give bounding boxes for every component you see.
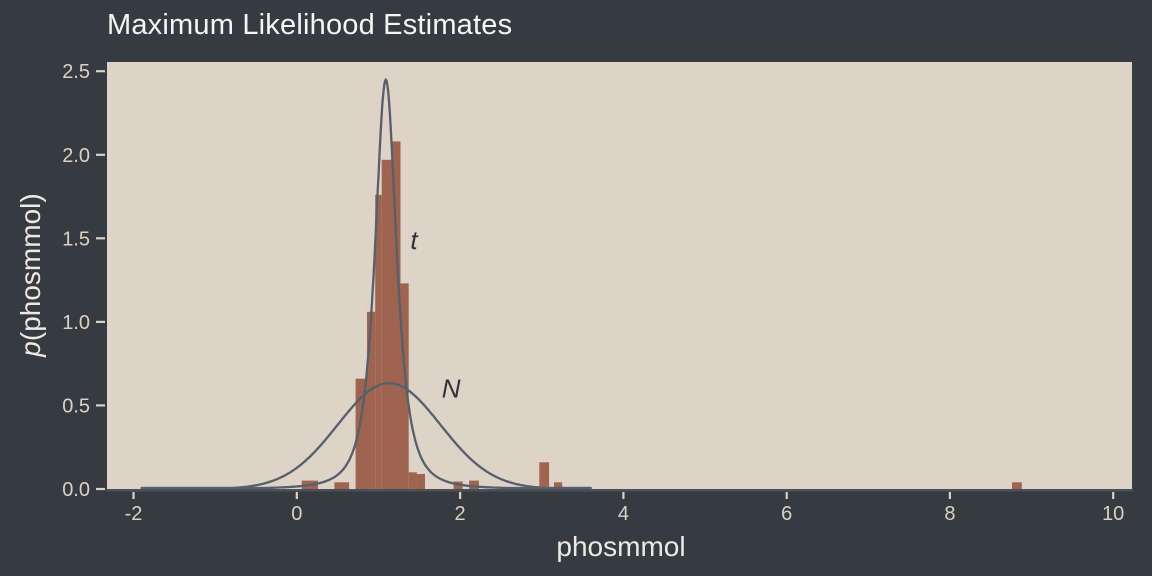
histogram-bar: [367, 311, 376, 489]
y-tick-label: 2.0: [62, 145, 90, 167]
histogram-bar: [539, 462, 550, 489]
x-tick-label: -2: [125, 503, 143, 525]
y-axis-label: p(phosmmol): [15, 193, 47, 356]
y-tick-label: 2.5: [62, 61, 90, 83]
plot-panel: [107, 62, 1132, 489]
histogram-bar: [408, 472, 417, 489]
histogram-bar: [391, 141, 401, 489]
histogram-bar: [469, 480, 479, 489]
x-tick-label: 4: [618, 503, 629, 525]
x-axis-spine: [106, 489, 1133, 492]
y-tick-label: 1.0: [62, 312, 90, 334]
histogram-bar: [416, 474, 425, 489]
histogram-bar: [1012, 482, 1022, 489]
n-distribution-curve: [140, 382, 592, 490]
x-tick-label: 8: [944, 503, 955, 525]
x-tick-label: 10: [1102, 503, 1124, 525]
x-tick-label: 2: [455, 503, 466, 525]
x-tick-label: 0: [291, 503, 302, 525]
histogram-bar: [400, 283, 409, 489]
histogram-bar: [381, 159, 392, 490]
histogram-bar: [554, 482, 563, 489]
t-curve-label: t: [410, 225, 419, 255]
n-curve-label: N: [442, 374, 461, 404]
y-tick-label: 0.5: [62, 395, 90, 417]
y-tick-label: 1.5: [62, 228, 90, 250]
chart-title: Maximum Likelihood Estimates: [107, 9, 513, 41]
y-axis-label-rest-part: (phosmmol): [15, 193, 46, 342]
histogram-bar: [334, 482, 350, 489]
histogram-bar: [375, 194, 382, 489]
histogram-bar: [355, 378, 367, 489]
y-axis-label-italic-part: p: [15, 341, 46, 357]
y-tick-label: 0.0: [62, 479, 90, 501]
x-tick-label: 6: [781, 503, 792, 525]
x-axis-label: phosmmol: [556, 531, 686, 562]
